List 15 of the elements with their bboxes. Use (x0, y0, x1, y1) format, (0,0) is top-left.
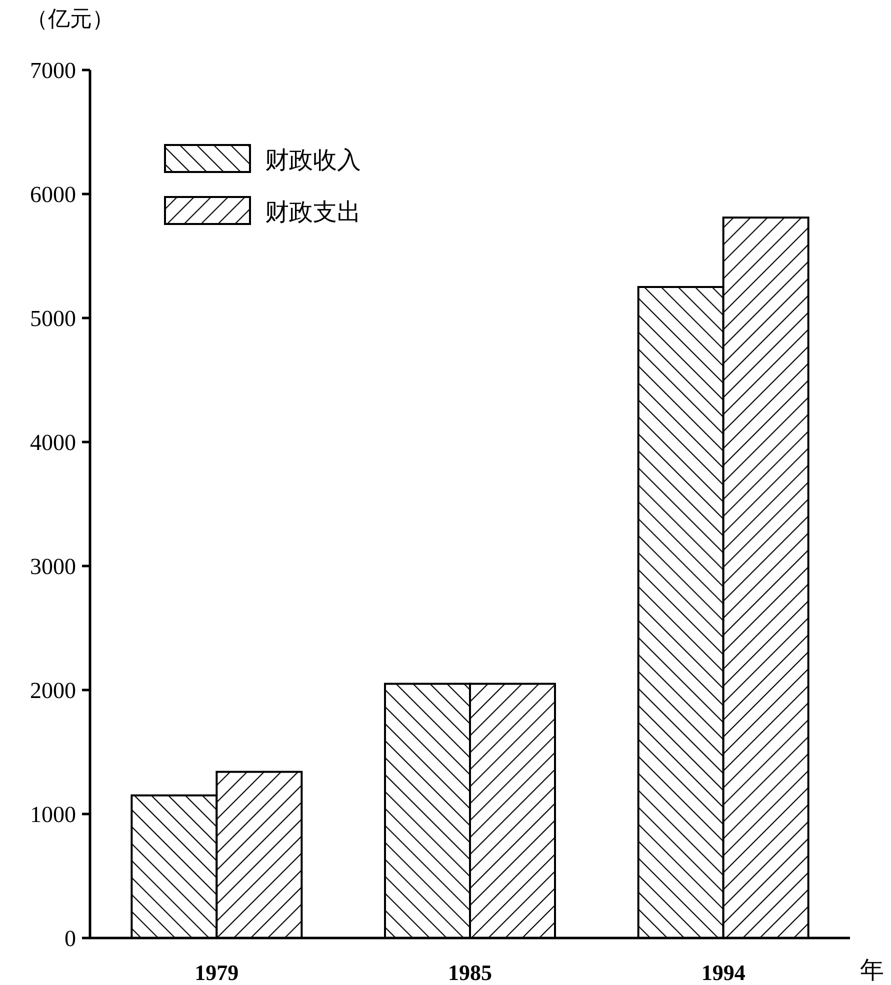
y-tick-label: 4000 (30, 430, 76, 455)
y-tick-label: 5000 (30, 306, 76, 331)
legend-label: 财政收入 (265, 146, 361, 174)
x-tick-label: 1985 (448, 960, 492, 985)
y-tick-label: 6000 (30, 182, 76, 207)
y-tick-label: 0 (64, 926, 76, 951)
y-tick-label: 2000 (30, 678, 76, 703)
legend-label: 财政支出 (265, 198, 361, 226)
y-tick-label: 1000 (30, 802, 76, 827)
y-axis-title: （亿元） (26, 7, 114, 32)
x-axis-title: 年 (860, 956, 884, 984)
x-tick-label: 1979 (194, 960, 239, 985)
y-tick-label: 3000 (30, 554, 76, 579)
x-tick-label: 1994 (701, 960, 746, 985)
y-tick-label: 7000 (30, 58, 76, 83)
